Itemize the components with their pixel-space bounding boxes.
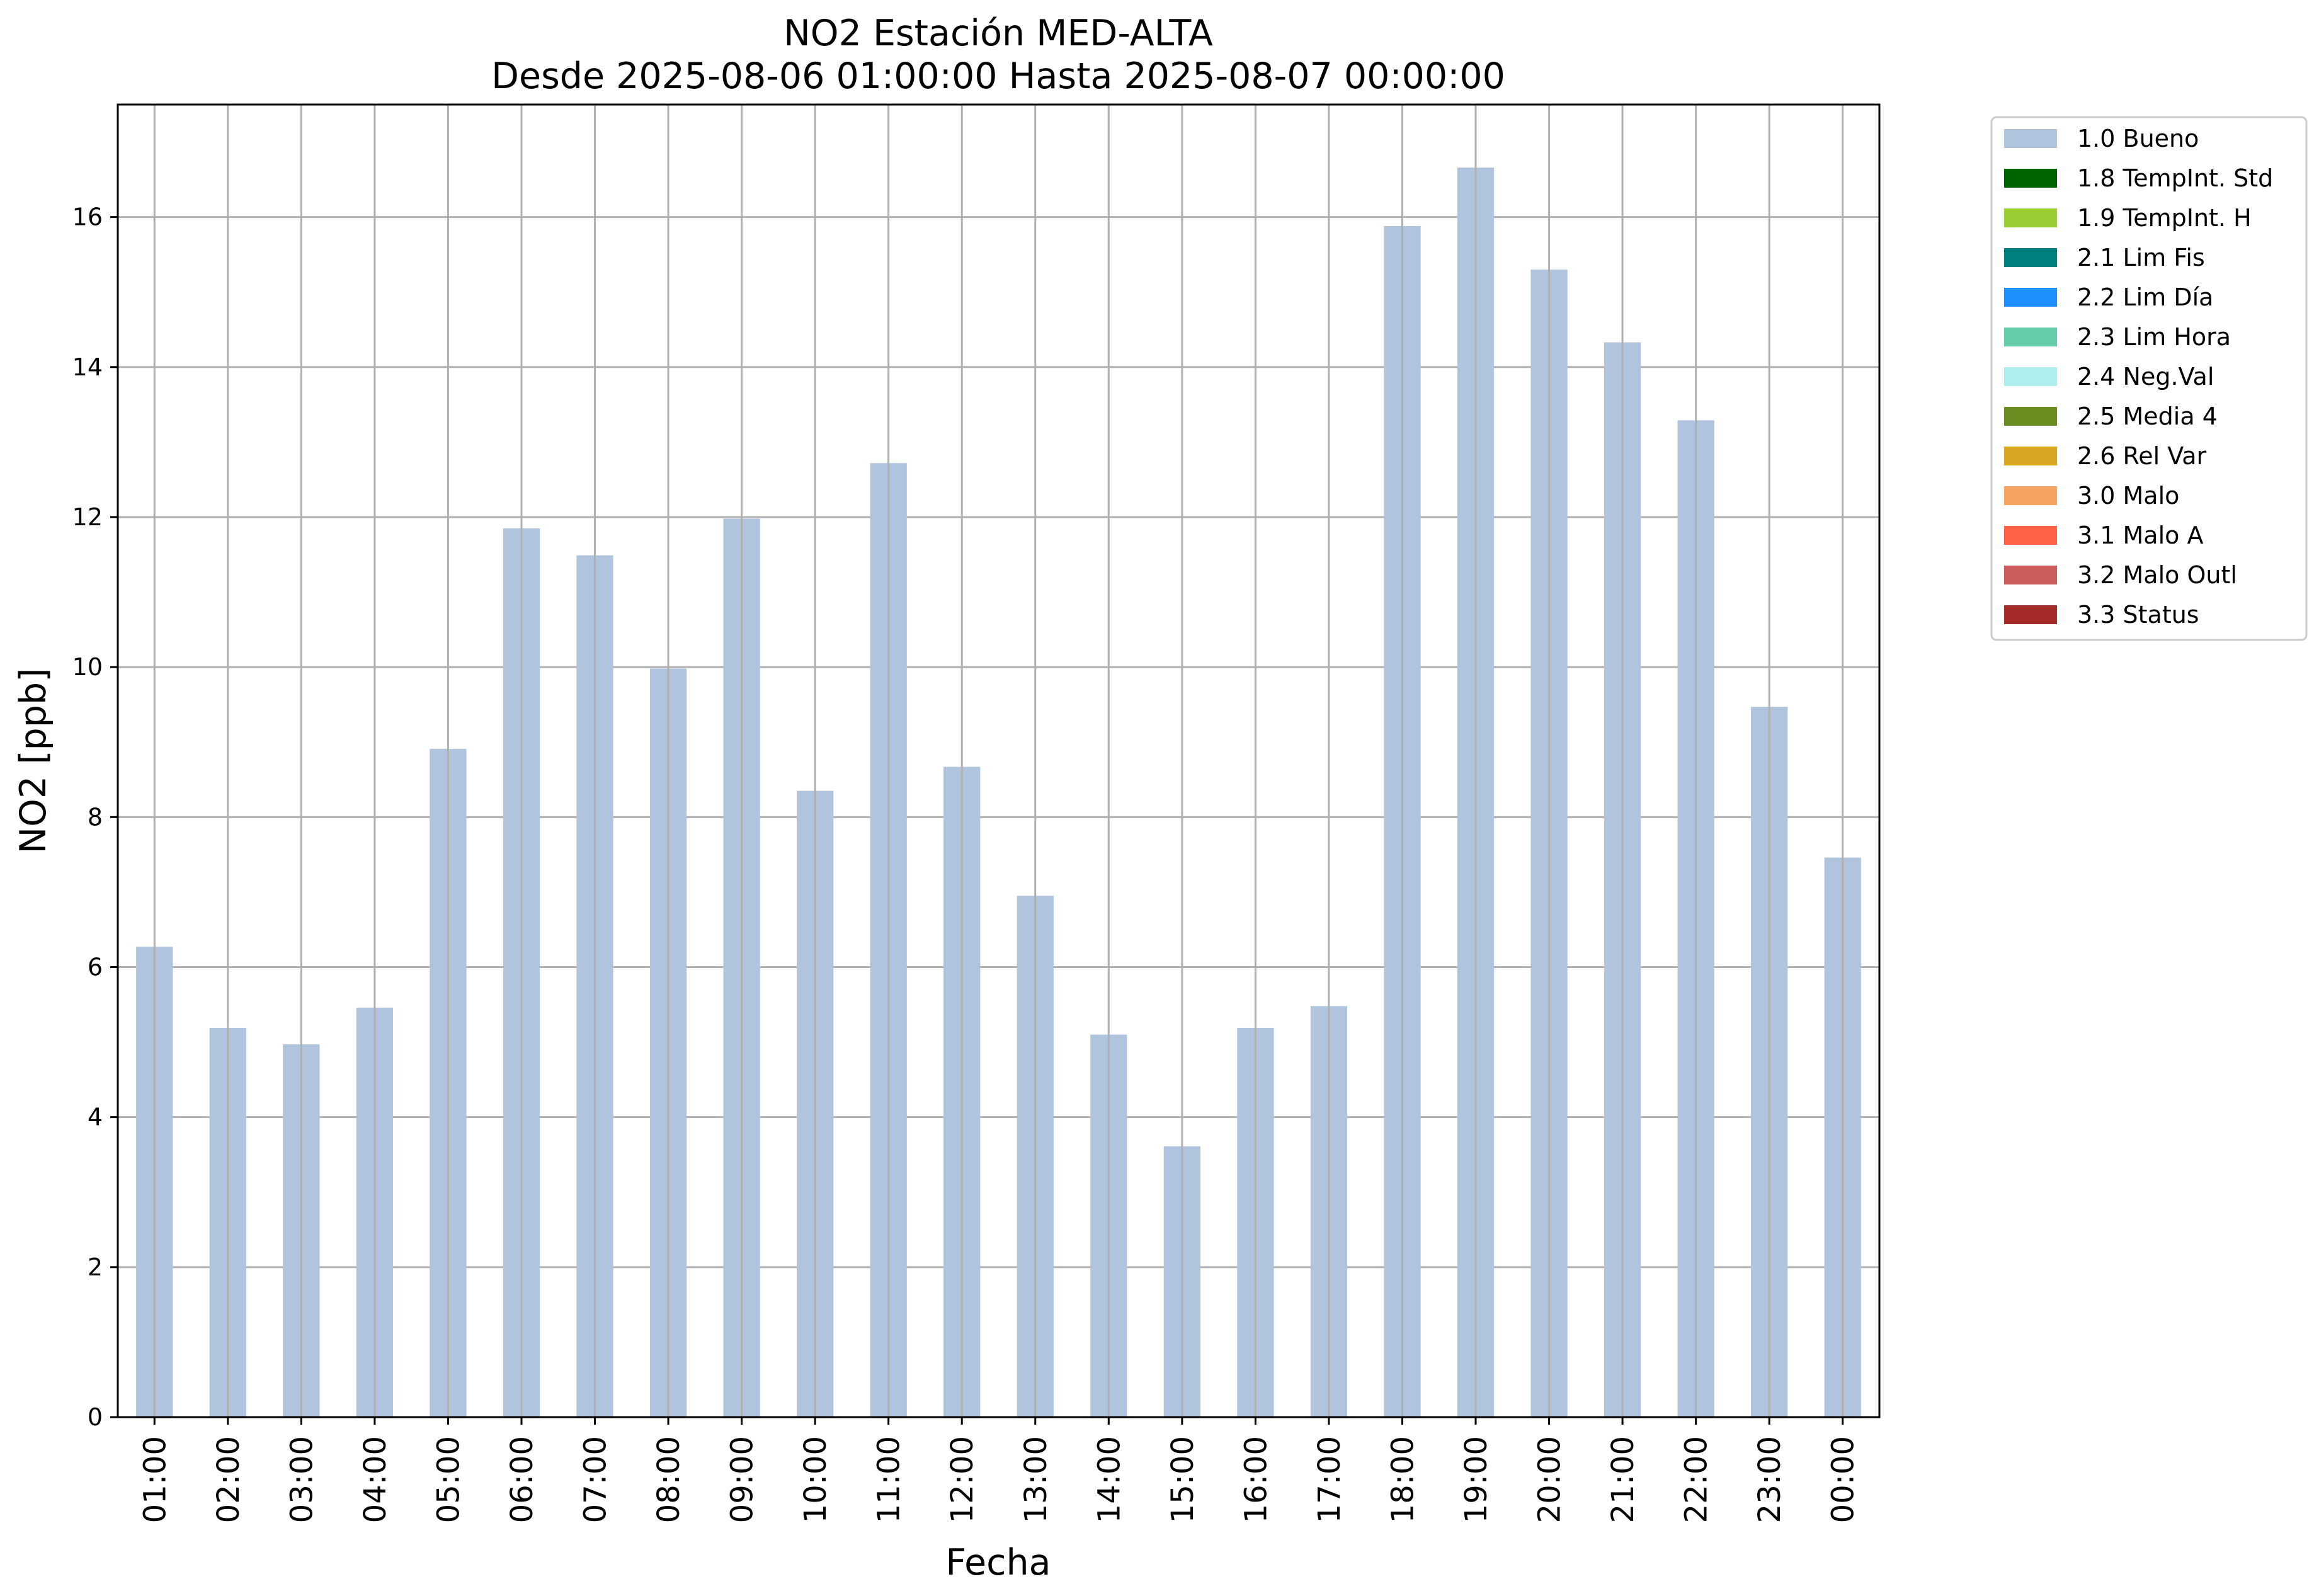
x-tick-label: 13:00 bbox=[1018, 1436, 1054, 1523]
y-tick-label: 0 bbox=[88, 1403, 103, 1431]
x-tick-label: 07:00 bbox=[578, 1436, 613, 1523]
legend: 1.0 Bueno 1.8 TempInt. Std 1.9 TempInt. H 2… bbox=[1990, 116, 2308, 641]
x-tick-label: 14:00 bbox=[1091, 1436, 1127, 1523]
x-tick-label: 04:00 bbox=[358, 1436, 393, 1523]
y-tick-label: 2 bbox=[88, 1253, 103, 1281]
y-tick-label: 4 bbox=[88, 1103, 103, 1131]
x-tick-label: 18:00 bbox=[1385, 1436, 1420, 1523]
x-tick-label: 11:00 bbox=[872, 1436, 907, 1523]
chart-subtitle: Desde 2025-08-06 01:00:00 Hasta 2025-08-… bbox=[491, 55, 1505, 97]
legend-label: 3.2 Malo Outl bbox=[2077, 561, 2237, 589]
x-tick-label: 19:00 bbox=[1459, 1436, 1494, 1523]
x-tick-label: 00:00 bbox=[1826, 1436, 1861, 1523]
legend-label: 1.8 TempInt. Std bbox=[2077, 164, 2273, 192]
legend-swatch bbox=[2004, 605, 2057, 624]
legend-items: 1.0 Bueno 1.8 TempInt. Std 1.9 TempInt. H 2… bbox=[2004, 125, 2273, 629]
legend-swatch bbox=[2004, 208, 2057, 227]
grid bbox=[118, 216, 1879, 1418]
legend-label: 2.2 Lim Día bbox=[2077, 283, 2213, 311]
y-tick-label: 12 bbox=[72, 503, 103, 531]
legend-swatch bbox=[2004, 566, 2057, 584]
x-tick-label: 17:00 bbox=[1312, 1436, 1347, 1523]
legend-label: 2.3 Lim Hora bbox=[2077, 323, 2231, 351]
legend-swatch bbox=[2004, 169, 2057, 188]
legend-label: 3.0 Malo bbox=[2077, 482, 2179, 510]
legend-swatch bbox=[2004, 248, 2057, 267]
x-tick-label: 23:00 bbox=[1752, 1436, 1787, 1523]
x-tick-label: 09:00 bbox=[725, 1436, 760, 1523]
x-tick-label: 10:00 bbox=[798, 1436, 833, 1523]
legend-label: 2.5 Media 4 bbox=[2077, 402, 2218, 430]
legend-swatch bbox=[2004, 407, 2057, 426]
x-tick-label: 05:00 bbox=[431, 1436, 466, 1523]
y-tick-label: 8 bbox=[88, 803, 103, 831]
legend-label: 3.1 Malo A bbox=[2077, 522, 2203, 549]
legend-swatch bbox=[2004, 328, 2057, 346]
legend-label: 3.3 Status bbox=[2077, 601, 2199, 629]
legend-label: 1.0 Bueno bbox=[2077, 125, 2199, 152]
y-axis-ticks: 0 2 4 6 8 10 12 14 16 bbox=[72, 203, 118, 1431]
y-tick-label: 14 bbox=[72, 353, 103, 381]
x-axis-ticks: 01:00 02:00 03:00 04:00 05:00 06:00 07:00 08:00… bbox=[137, 1417, 1861, 1523]
legend-swatch bbox=[2004, 526, 2057, 545]
x-axis-label: Fecha bbox=[945, 1542, 1051, 1583]
x-tick-label: 03:00 bbox=[284, 1436, 319, 1523]
legend-swatch bbox=[2004, 129, 2057, 148]
legend-swatch bbox=[2004, 367, 2057, 386]
x-tick-label: 15:00 bbox=[1165, 1436, 1200, 1523]
y-tick-label: 6 bbox=[88, 953, 103, 981]
legend-swatch bbox=[2004, 447, 2057, 465]
chart-title: NO2 Estación MED-ALTA bbox=[783, 13, 1213, 54]
x-tick-label: 21:00 bbox=[1605, 1436, 1641, 1523]
x-tick-label: 02:00 bbox=[211, 1436, 246, 1523]
legend-swatch bbox=[2004, 288, 2057, 307]
legend-label: 2.6 Rel Var bbox=[2077, 442, 2207, 470]
y-tick-label: 16 bbox=[72, 203, 103, 231]
y-tick-label: 10 bbox=[72, 653, 103, 681]
plot-frame bbox=[117, 103, 1881, 1418]
x-tick-label: 16:00 bbox=[1238, 1436, 1273, 1523]
x-tick-label: 01:00 bbox=[137, 1436, 173, 1523]
x-tick-label: 06:00 bbox=[504, 1436, 540, 1523]
bars bbox=[136, 168, 1861, 1418]
legend-swatch bbox=[2004, 486, 2057, 505]
legend-label: 1.9 TempInt. H bbox=[2077, 204, 2252, 232]
x-tick-label: 08:00 bbox=[651, 1436, 687, 1523]
x-tick-label: 20:00 bbox=[1532, 1436, 1568, 1523]
legend-label: 2.1 Lim Fis bbox=[2077, 244, 2205, 271]
legend-box bbox=[1990, 116, 2308, 641]
x-tick-label: 12:00 bbox=[945, 1436, 980, 1523]
legend-label: 2.4 Neg.Val bbox=[2077, 363, 2214, 390]
x-tick-label: 22:00 bbox=[1679, 1436, 1714, 1523]
y-axis-label: NO2 [ppb] bbox=[13, 668, 54, 854]
vertical-grid bbox=[153, 105, 1844, 1417]
